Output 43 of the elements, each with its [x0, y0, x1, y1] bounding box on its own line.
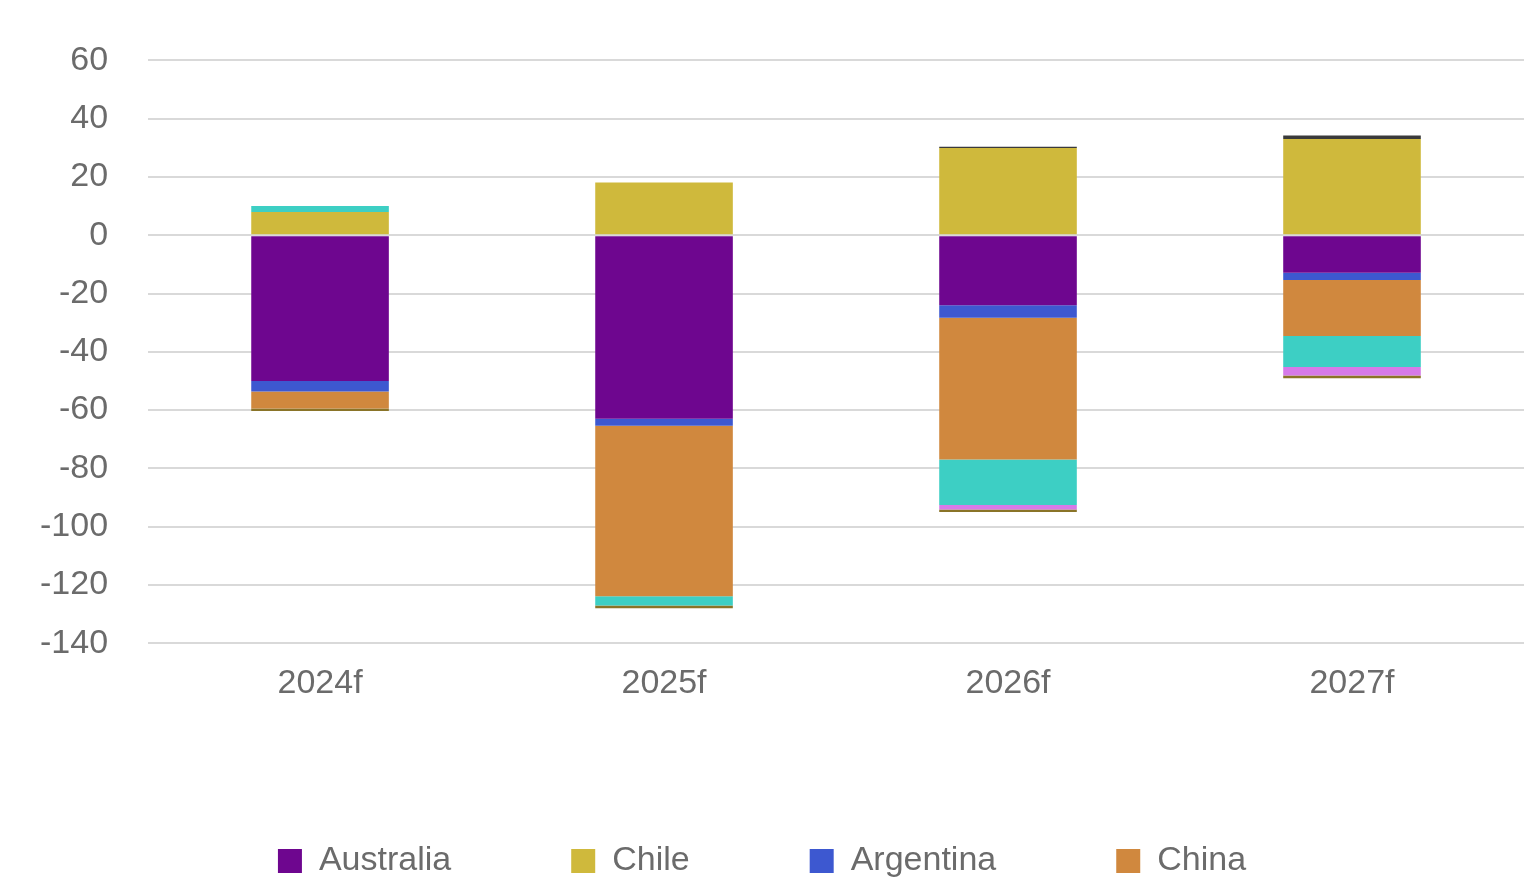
legend-label: China: [1157, 839, 1247, 878]
y-tick-label: -20: [58, 271, 109, 310]
y-tick-label: -120: [39, 563, 109, 602]
bar: [595, 182, 733, 235]
y-tick-label: 20: [70, 155, 109, 194]
bar: [595, 596, 733, 606]
bar: [939, 505, 1077, 510]
bar: [1283, 280, 1421, 337]
x-tick-label: 2025f: [621, 661, 708, 700]
y-tick-label: -100: [39, 505, 109, 544]
bar: [1283, 139, 1421, 235]
y-tick-label: 0: [89, 213, 109, 252]
bar: [939, 459, 1077, 506]
bar: [939, 317, 1077, 460]
x-tick-label: 2024f: [277, 661, 364, 700]
bar: [595, 236, 733, 419]
bar: [1283, 236, 1421, 273]
bar: [1283, 336, 1421, 367]
y-tick-label: -140: [39, 621, 109, 660]
bar: [939, 509, 1077, 513]
bar: [251, 391, 389, 409]
bar: [251, 236, 389, 381]
bar: [1283, 366, 1421, 376]
y-tick-label: -40: [58, 330, 109, 369]
y-tick-label: 40: [70, 97, 109, 136]
bar: [595, 418, 733, 426]
legend-label: Australia: [318, 839, 452, 878]
bar: [595, 425, 733, 597]
x-tick-label: 2026f: [965, 661, 1052, 700]
bar: [939, 148, 1077, 235]
bar: [251, 380, 389, 392]
bar: [1283, 375, 1421, 379]
bar: [251, 211, 389, 235]
y-tick-label: -80: [58, 446, 109, 485]
bar: [1283, 272, 1421, 281]
legend-label: Chile: [612, 839, 690, 878]
legend-label: Argentina: [850, 839, 997, 878]
bar: [939, 236, 1077, 306]
x-tick-label: 2027f: [1309, 661, 1396, 700]
bar: [251, 206, 389, 212]
bar: [939, 305, 1077, 318]
y-tick-label: -60: [58, 388, 109, 427]
y-tick-label: 60: [70, 38, 109, 77]
